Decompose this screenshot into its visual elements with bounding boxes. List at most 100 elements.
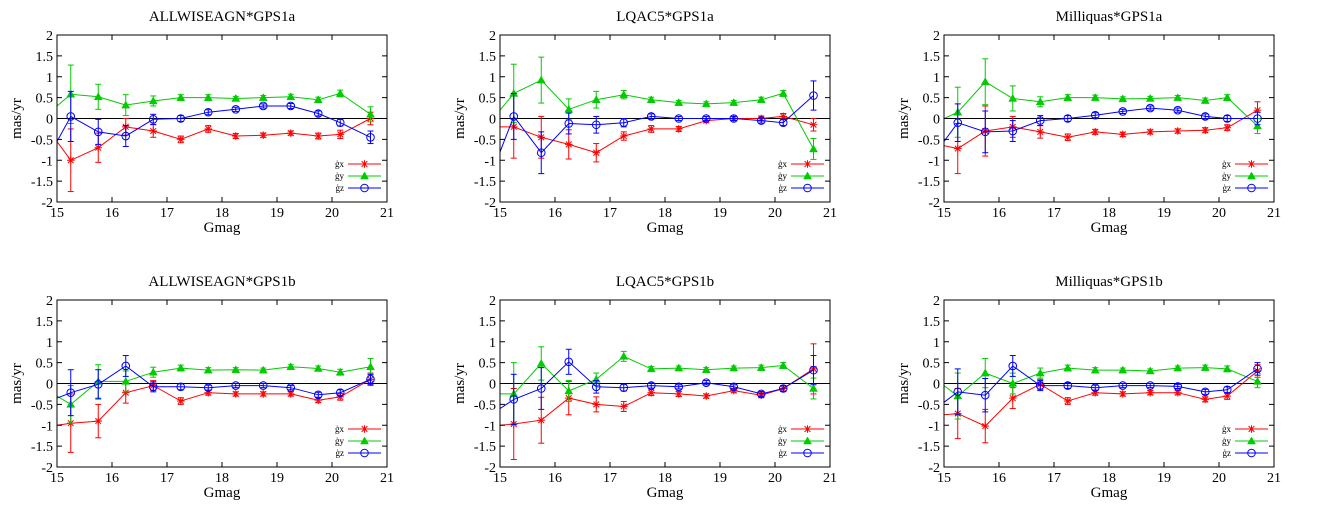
error-bar bbox=[648, 382, 655, 389]
legend-marker bbox=[1247, 183, 1256, 193]
x-tick-label: 15 bbox=[493, 471, 507, 486]
x-tick-label: 18 bbox=[658, 206, 672, 221]
data-point bbox=[1200, 387, 1210, 397]
y-tick-label: 1 bbox=[46, 71, 53, 86]
data-point bbox=[176, 114, 186, 123]
data-point bbox=[536, 358, 546, 367]
legend: ġx ġy ġz bbox=[778, 424, 824, 458]
data-point bbox=[592, 400, 601, 409]
y-tick-label: -0.5 bbox=[918, 398, 940, 413]
data-point bbox=[756, 363, 766, 371]
x-tick-label: 16 bbox=[105, 471, 119, 486]
data-point bbox=[1091, 128, 1100, 136]
x-tick-label: 20 bbox=[325, 206, 339, 221]
chart-title: Milliquas*GPS1b bbox=[1055, 274, 1163, 290]
data-point bbox=[980, 77, 990, 86]
data-point bbox=[564, 386, 574, 395]
legend-marker bbox=[803, 160, 812, 168]
data-point bbox=[149, 127, 158, 135]
series-line bbox=[500, 355, 814, 395]
data-point bbox=[121, 100, 131, 109]
data-point bbox=[93, 127, 103, 137]
legend-label: ġy bbox=[1222, 436, 1232, 446]
x-tick-label: 16 bbox=[105, 206, 119, 221]
legend-label: ġy bbox=[335, 171, 345, 181]
series-2 bbox=[500, 346, 818, 426]
data-point bbox=[619, 402, 628, 411]
data-point bbox=[1036, 128, 1045, 136]
legend: ġx ġy ġz bbox=[335, 159, 381, 193]
error-bar bbox=[954, 103, 961, 142]
legend-marker bbox=[360, 448, 369, 458]
chart-panel-3: Milliquas*GPS1a -2 -1.5 -1 -0.5 0 0.5 1 1.5 2 15 16… bbox=[896, 9, 1281, 236]
data-point bbox=[259, 131, 268, 139]
error-bar bbox=[954, 368, 961, 416]
x-tick-label: 21 bbox=[823, 206, 837, 221]
y-tick-label: 0 bbox=[489, 113, 496, 128]
y-tick-label: 1 bbox=[933, 336, 940, 351]
data-point bbox=[674, 363, 684, 372]
data-point bbox=[1145, 366, 1155, 375]
data-point bbox=[286, 362, 296, 371]
series-2 bbox=[944, 58, 1262, 138]
data-point bbox=[258, 101, 268, 111]
x-tick-label: 18 bbox=[1102, 206, 1116, 221]
error-bar bbox=[810, 80, 817, 111]
error-bar bbox=[205, 384, 212, 391]
data-point bbox=[1008, 93, 1018, 102]
series-3 bbox=[944, 103, 1262, 154]
legend-marker bbox=[1247, 436, 1256, 445]
x-tick-label: 19 bbox=[270, 471, 284, 486]
y-tick-label: -0.5 bbox=[474, 398, 496, 413]
error-bar bbox=[337, 118, 344, 127]
y-tick-label: -2 bbox=[484, 461, 496, 476]
chart-panel-4: ALLWISEAGN*GPS1b -2 -1.5 -1 -0.5 0 0.5 1 1.5 2 15 1… bbox=[9, 274, 394, 501]
x-tick-label: 17 bbox=[603, 471, 617, 486]
plot-area bbox=[944, 58, 1262, 175]
data-point bbox=[1253, 121, 1262, 130]
series-line bbox=[944, 370, 1258, 427]
data-point bbox=[66, 156, 75, 165]
data-point bbox=[93, 92, 103, 101]
data-point bbox=[981, 422, 990, 430]
data-point bbox=[1118, 94, 1128, 103]
data-point bbox=[809, 144, 818, 153]
series-3 bbox=[57, 90, 375, 147]
y-tick-label: -2 bbox=[41, 196, 53, 211]
error-bar bbox=[703, 380, 710, 386]
chart-title: ALLWISEAGN*GPS1b bbox=[148, 274, 295, 290]
series-line bbox=[57, 378, 371, 426]
error-bar bbox=[1009, 120, 1016, 142]
data-point bbox=[335, 388, 345, 397]
data-point bbox=[1090, 383, 1100, 392]
data-point bbox=[1035, 97, 1045, 106]
y-tick-label: -1 bbox=[928, 419, 940, 434]
x-tick-label: 20 bbox=[1212, 471, 1226, 486]
data-point bbox=[176, 363, 186, 372]
data-point bbox=[1118, 390, 1127, 398]
y-tick-label: 1.5 bbox=[479, 315, 497, 330]
y-tick-label: -1.5 bbox=[474, 440, 496, 455]
data-point bbox=[1063, 114, 1073, 123]
x-tick-label: 17 bbox=[160, 206, 174, 221]
data-point bbox=[536, 148, 546, 158]
data-point bbox=[203, 383, 213, 392]
data-point bbox=[674, 114, 684, 123]
series-2 bbox=[57, 64, 375, 125]
x-axis-label: Gmag bbox=[647, 485, 684, 501]
legend: ġx ġy ġz bbox=[1222, 424, 1268, 458]
data-point bbox=[564, 119, 574, 128]
legend: ġx ġy ġz bbox=[1222, 159, 1268, 193]
error-bar bbox=[730, 384, 737, 390]
data-point bbox=[619, 132, 628, 140]
x-tick-label: 15 bbox=[937, 471, 951, 486]
chart-panel-1: ALLWISEAGN*GPS1a -2 -1.5 -1 -0.5 0 0.5 1 1.5 2 15 1… bbox=[9, 9, 394, 236]
data-point bbox=[646, 381, 656, 390]
legend-label: ġx bbox=[1222, 159, 1232, 169]
x-tick-label: 21 bbox=[380, 206, 394, 221]
data-point bbox=[1035, 381, 1045, 390]
data-point bbox=[1223, 392, 1232, 400]
data-point bbox=[231, 381, 241, 390]
error-bar bbox=[565, 112, 572, 135]
legend-label: ġz bbox=[336, 448, 345, 458]
